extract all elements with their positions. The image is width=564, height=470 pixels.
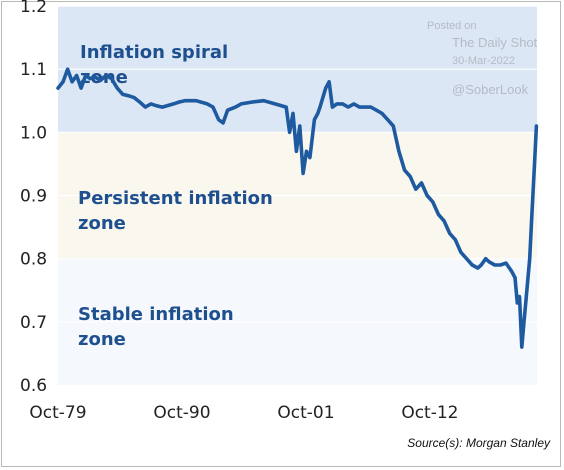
source-note: Source(s): Morgan Stanley [407,436,550,450]
zone-label-line1: Stable inflation [78,304,234,325]
x-axis: Oct-79 Oct-90 Oct-01 Oct-12 [29,403,458,423]
y-tick-label: 1.0 [20,123,47,143]
series-layer [56,67,539,349]
y-tick-label: 0.9 [20,187,47,207]
y-tick-label: 0.6 [20,376,47,396]
zone-label-line2: zone [78,213,126,234]
zone-labels: Inflation spiral zone Persistent inflation… [78,42,273,350]
zone-label-line1: Persistent inflation [78,188,273,209]
series-line [56,67,539,349]
y-tick-label: 1.1 [20,60,47,80]
watermark-posted-on: Posted on [427,20,477,32]
y-tick-label: 1.2 [20,0,47,17]
watermark-site: The Daily Shot [452,35,538,50]
x-tick-label: Oct-01 [277,403,334,423]
zone-label-line1: Inflation spiral [80,42,228,63]
zone-label-line2: zone [78,329,126,350]
watermark: Posted on The Daily Shot 30-Mar-2022 @So… [427,20,538,97]
x-tick-label: Oct-90 [153,403,210,423]
y-tick-label: 0.7 [20,313,47,333]
x-tick-label: Oct-12 [401,403,458,423]
y-tick-label: 0.8 [20,250,47,270]
watermark-handle: @SoberLook [452,82,529,97]
x-tick-label: Oct-79 [29,403,86,423]
watermark-date: 30-Mar-2022 [452,55,515,67]
y-axis: 1.2 1.1 1.0 0.9 0.8 0.7 0.6 [20,0,47,396]
